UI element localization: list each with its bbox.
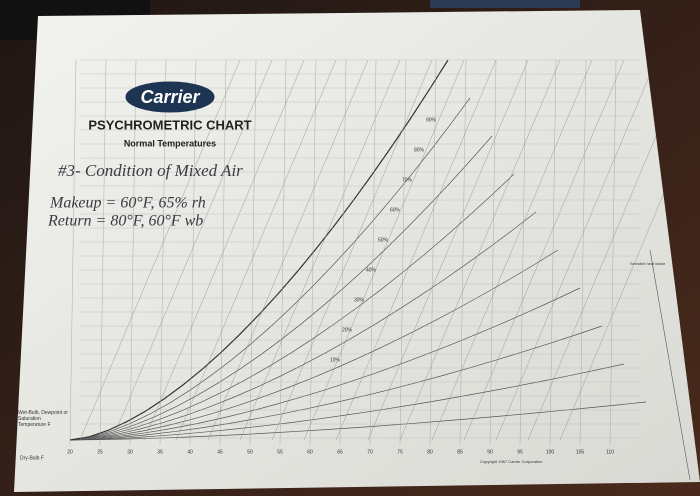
dry-bulb-tick: 75 — [397, 449, 403, 455]
dry-bulb-tick: 95 — [517, 449, 523, 455]
logo-oval — [125, 81, 215, 113]
rh-label: 20% — [342, 327, 353, 333]
wet-bulb-line — [303, 59, 465, 441]
rh-label: 80% — [414, 147, 425, 153]
dry-bulb-line — [549, 59, 557, 446]
rh-curve — [69, 97, 471, 441]
rh-label: 50% — [378, 237, 389, 243]
dry-bulb-line — [609, 59, 617, 446]
dry-bulb-line — [369, 59, 377, 446]
dry-bulb-line — [489, 59, 497, 446]
dry-bulb-line — [309, 59, 317, 446]
dry-bulb-tick: 65 — [337, 449, 343, 455]
wet-bulb-line — [239, 59, 401, 441]
dry-bulb-tick: 100 — [546, 449, 555, 455]
wet-bulb-line — [111, 59, 273, 441]
dry-bulb-tick: 35 — [157, 449, 163, 455]
rh-label: 90% — [426, 117, 437, 123]
dry-bulb-tick: 60 — [307, 449, 313, 455]
rh-label: 60% — [390, 207, 401, 213]
dry-bulb-line — [279, 59, 287, 446]
dry-bulb-line — [69, 59, 77, 446]
dry-bulb-tick: 110 — [606, 449, 614, 455]
dry-bulb-tick: 55 — [277, 449, 283, 455]
logo: Carrier — [140, 87, 200, 107]
dry-bulb-tick: 25 — [97, 449, 103, 455]
dry-bulb-tick: 105 — [576, 449, 585, 455]
dry-bulb-tick: 90 — [487, 449, 493, 455]
dry-bulb-tick: 30 — [127, 449, 133, 455]
dry-bulb-line — [579, 59, 587, 446]
wet-bulb-line — [79, 59, 241, 441]
dry-bulb-line — [99, 59, 107, 446]
saturation-curve — [69, 59, 449, 441]
chart-lines — [69, 59, 700, 481]
wet-bulb-line — [463, 59, 625, 441]
subtitle: Normal Temperatures — [124, 138, 216, 148]
shf-scale — [649, 249, 691, 481]
rh-curve — [69, 363, 625, 441]
rh-label: 30% — [354, 297, 365, 303]
note: Return = 80°F, 60°F wb — [47, 213, 203, 230]
wet-bulb-line — [431, 59, 593, 441]
wet-bulb-line — [175, 59, 337, 441]
wet-bulb-line — [207, 59, 369, 441]
wet-bulb-line — [399, 59, 561, 441]
dry-bulb-line — [459, 59, 467, 446]
wb-label-box: Wet-Bulb, Dewpoint or Saturation Tempera… — [18, 410, 68, 428]
dry-bulb-line — [129, 59, 137, 446]
dry-bulb-line — [399, 59, 407, 446]
dry-bulb-line — [159, 59, 167, 446]
wet-bulb-line — [335, 59, 497, 441]
rh-curve — [69, 325, 603, 441]
wet-bulb-line — [495, 59, 657, 441]
keyboard — [430, 0, 580, 8]
shf-label: Sensible heat factor — [630, 261, 666, 266]
dry-bulb-tick: 20 — [67, 449, 73, 455]
dry-bulb-tick: 45 — [217, 449, 223, 455]
dry-bulb-line — [189, 59, 197, 446]
rh-label: 10% — [330, 357, 341, 363]
title: PSYCHROMETRIC CHART — [88, 117, 251, 132]
wet-bulb-line — [143, 59, 305, 441]
rh-curve — [69, 173, 515, 441]
wet-bulb-line — [367, 59, 529, 441]
paper — [14, 10, 700, 492]
footer: Copyright 1967 Carrier Corporation — [480, 459, 542, 464]
rh-label: 70% — [402, 177, 413, 183]
dry-bulb-tick: 40 — [187, 449, 193, 455]
rh-curve — [69, 135, 493, 441]
dry-bulb-tick: 50 — [247, 449, 253, 455]
rh-label: 40% — [366, 267, 377, 273]
dry-bulb-line — [219, 59, 227, 446]
rh-curve — [69, 401, 647, 441]
dry-bulb-line — [249, 59, 257, 446]
dry-bulb-tick: 70 — [367, 449, 373, 455]
dry-bulb-tick: 80 — [427, 449, 433, 455]
note: #3- Condition of Mixed Air — [58, 161, 243, 180]
note: Makeup = 60°F, 65% rh — [49, 195, 206, 212]
axis-label: Dry-Bulb F — [20, 455, 44, 461]
dry-bulb-line — [429, 59, 437, 446]
dry-bulb-line — [519, 59, 527, 446]
wb-label: Wet-Bulb, Dewpoint or Saturation Tempera… — [18, 410, 68, 428]
dry-bulb-tick: 85 — [457, 449, 463, 455]
dry-bulb-line — [339, 59, 347, 446]
wet-bulb-line — [271, 59, 433, 441]
rh-curve — [69, 211, 537, 441]
